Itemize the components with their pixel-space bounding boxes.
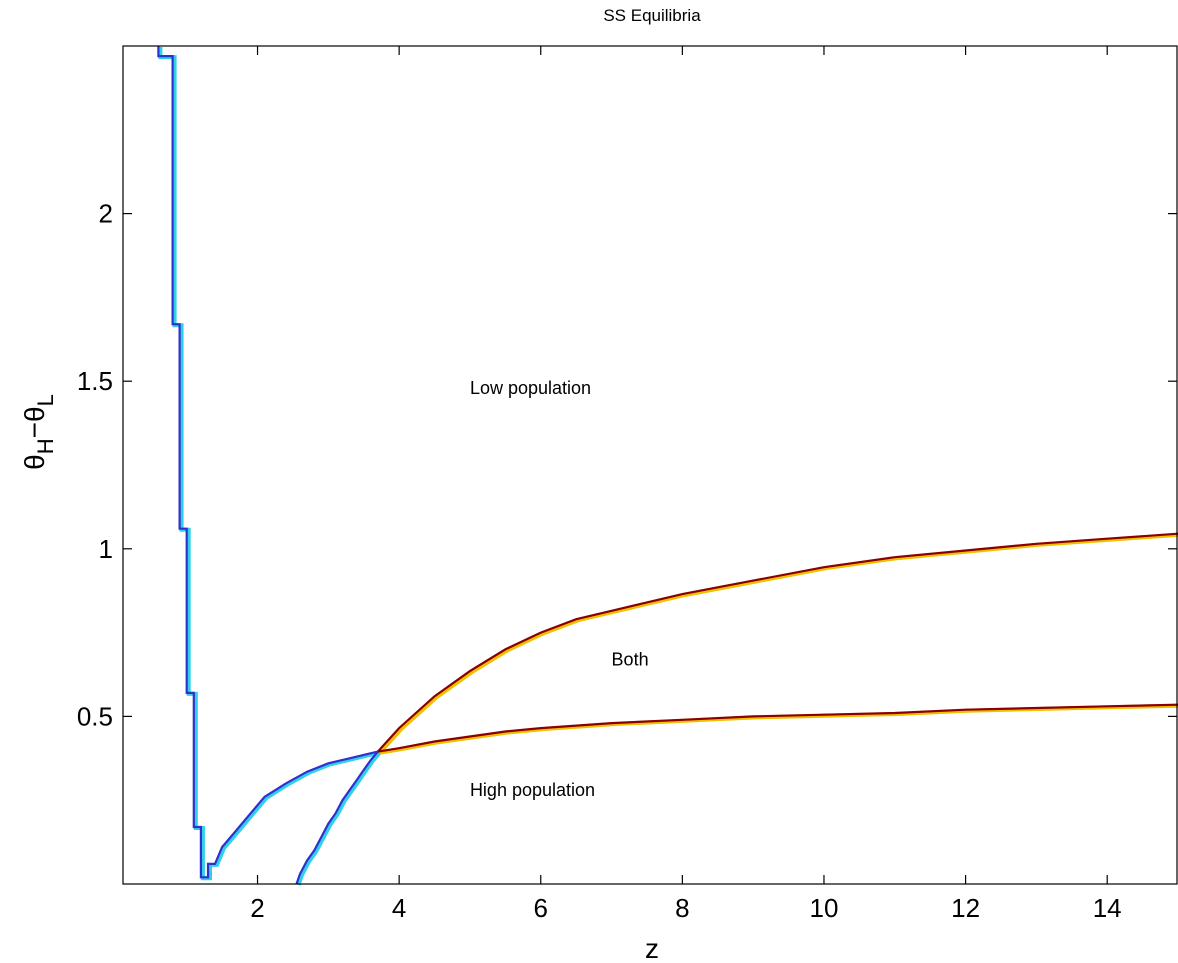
series-edge-3: [379, 703, 1178, 755]
y-label-theta-h: θ: [19, 454, 50, 470]
series-line-1: [295, 750, 379, 885]
series-line-3: [377, 703, 1178, 753]
x-tick-label-0: 2: [250, 893, 264, 923]
x-tick-label-6: 14: [1093, 893, 1122, 923]
region-label-1: Both: [612, 649, 649, 669]
series-edge-2: [378, 532, 1178, 754]
series-line-2: [377, 532, 1178, 753]
region-label-2: High population: [470, 780, 595, 800]
series-edge-0: [158, 47, 381, 881]
series-line-0: [157, 46, 379, 879]
y-tick-label-1: 1: [99, 534, 113, 564]
y-tick-label-3: 2: [99, 199, 113, 229]
region-label-0: Low population: [470, 378, 591, 398]
y-label-sub-l: L: [33, 394, 58, 406]
series-layer: [157, 46, 1178, 886]
y-label-sub-h: H: [33, 438, 58, 454]
y-tick-label-2: 1.5: [77, 366, 113, 396]
chart-title: SS Equilibria: [603, 6, 701, 25]
x-axis-label: z: [645, 933, 659, 963]
y-tick-label-0: 0.5: [77, 701, 113, 731]
y-axis-label: θH−θL: [19, 394, 58, 470]
ticks-layer: 2 4 6 8 10 12 14 0.5 1 1.5 2: [77, 46, 1177, 923]
x-tick-label-4: 10: [810, 893, 839, 923]
series-edge-1: [296, 751, 382, 886]
y-label-minus-theta: −θ: [19, 406, 50, 438]
x-tick-label-3: 8: [675, 893, 689, 923]
x-tick-label-1: 4: [392, 893, 406, 923]
x-tick-label-5: 12: [951, 893, 980, 923]
x-tick-label-2: 6: [534, 893, 548, 923]
plot-frame: [122, 45, 1178, 885]
annotation-layer: Low population Both High population: [470, 378, 649, 800]
